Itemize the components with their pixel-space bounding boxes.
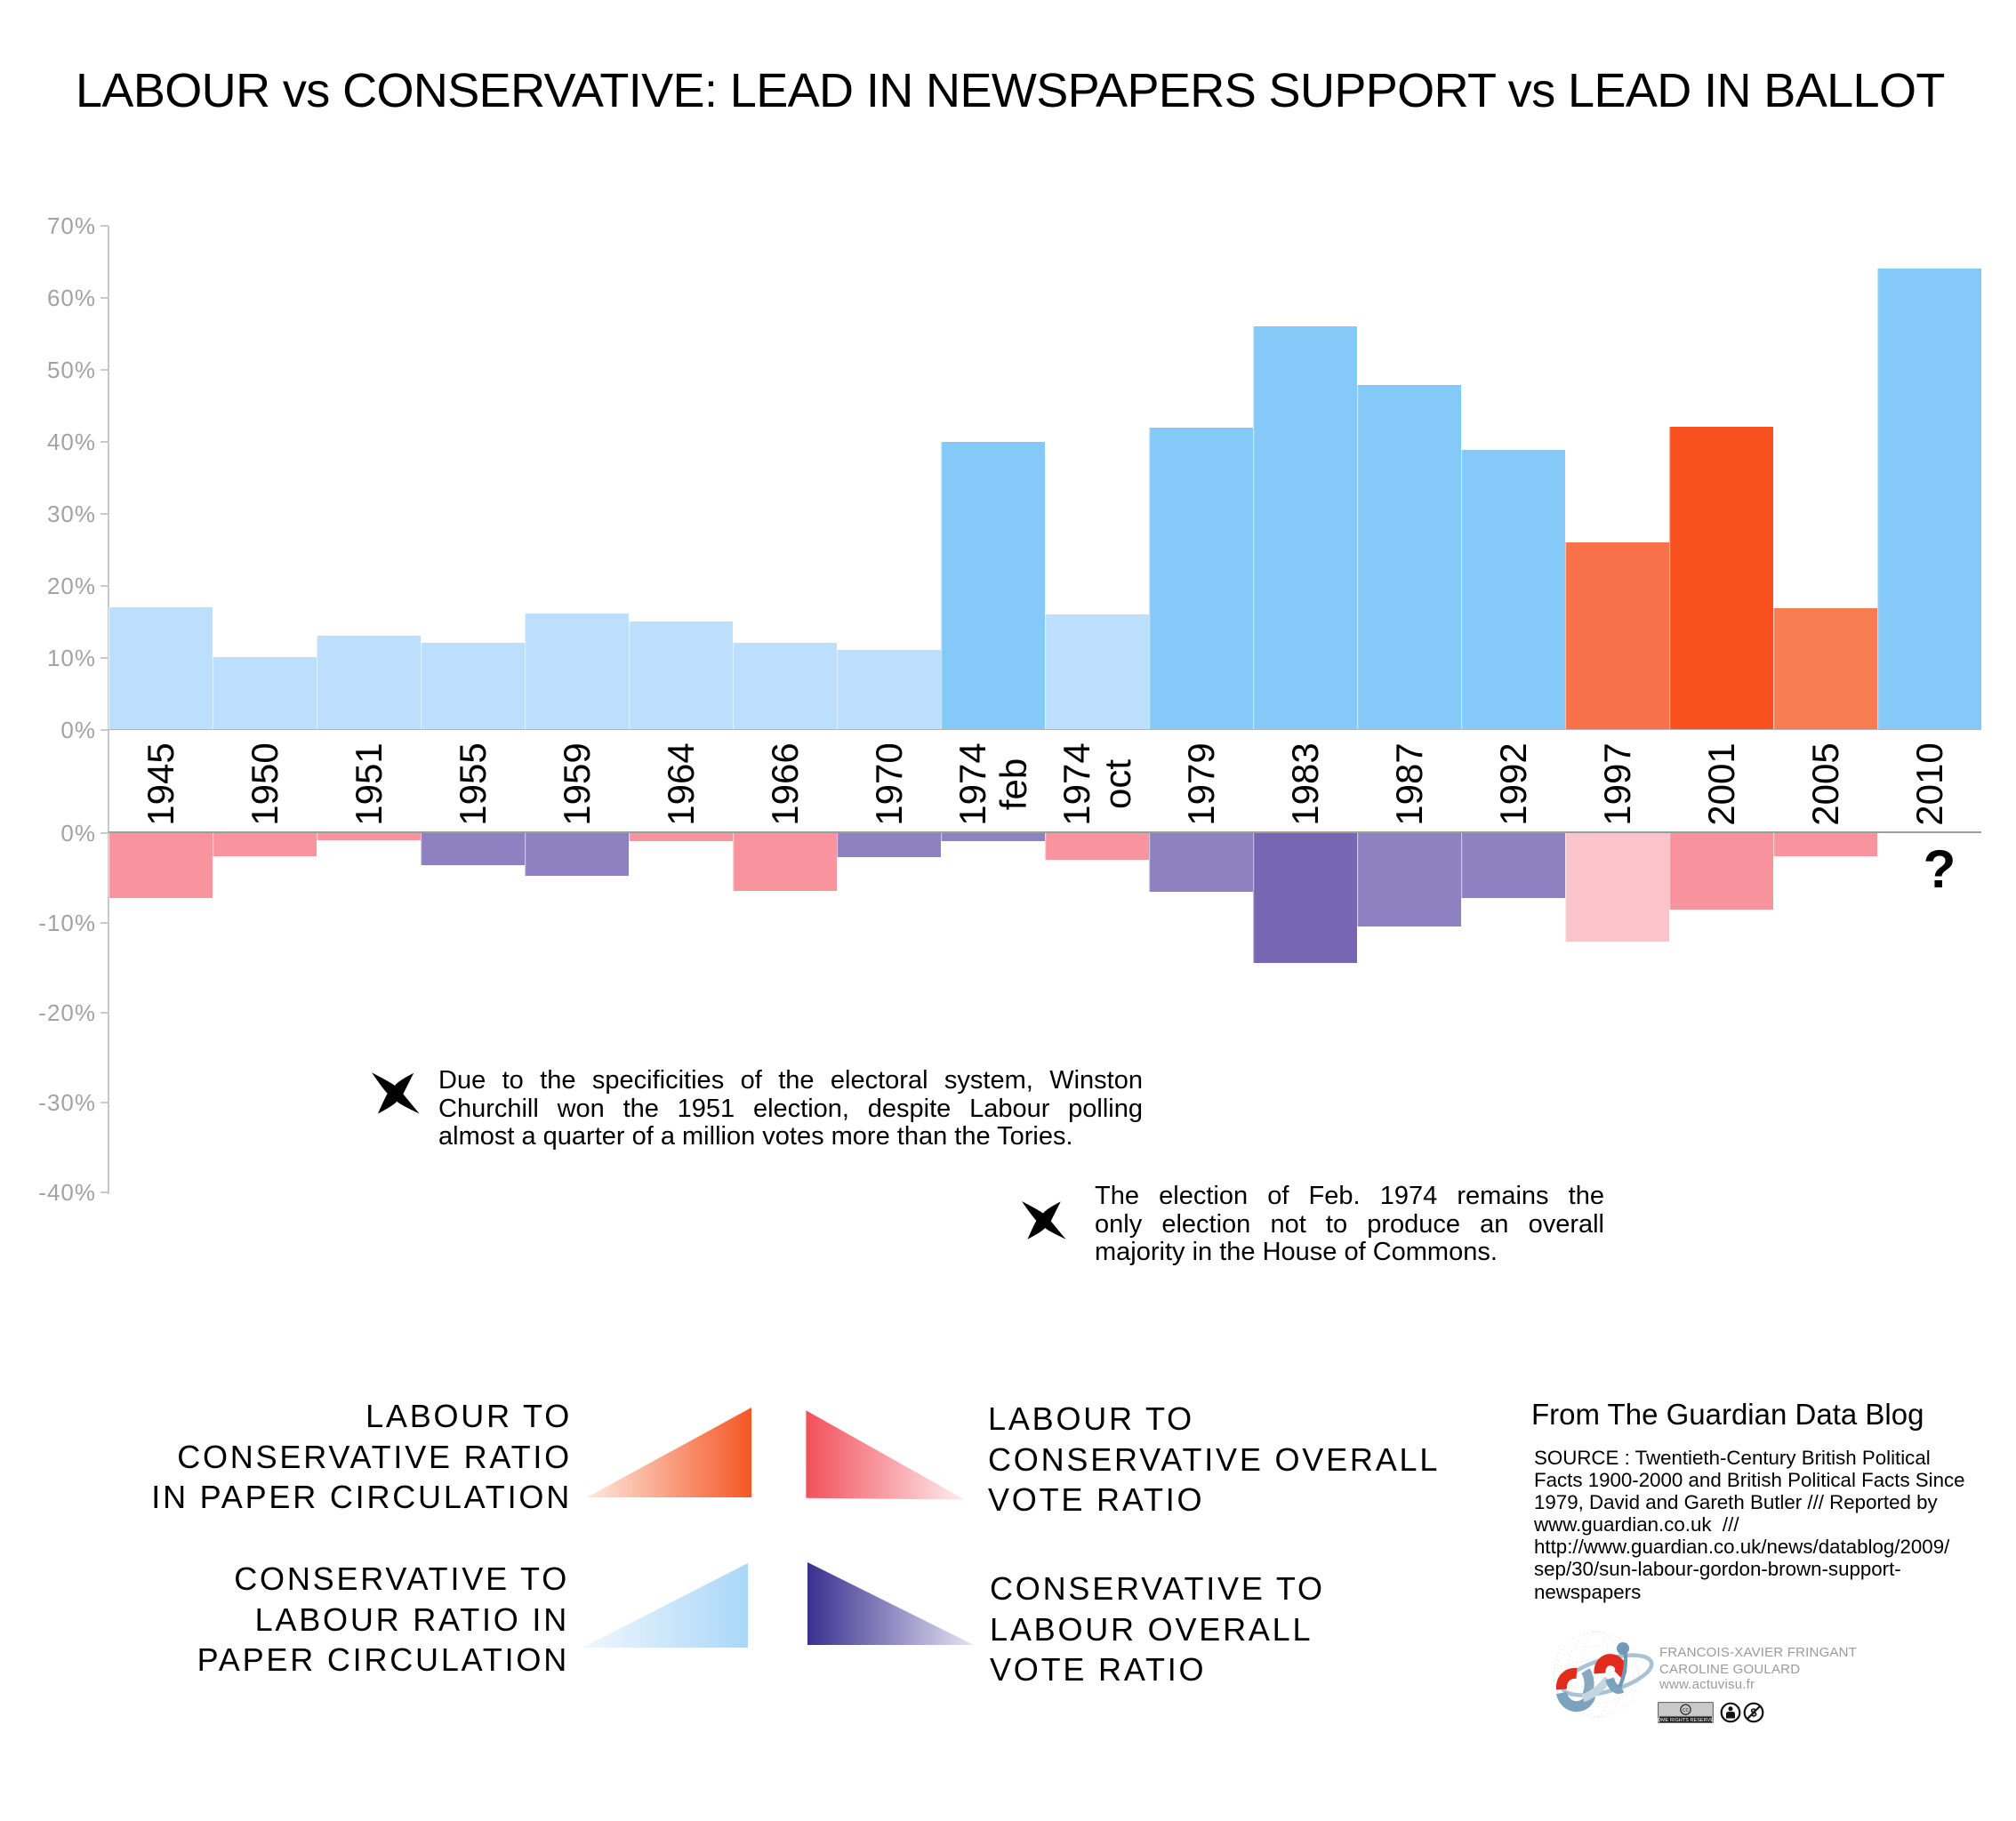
svg-text:SOME RIGHTS RESERVED: SOME RIGHTS RESERVED [1658, 1718, 1717, 1723]
svg-text:cc: cc [1683, 1707, 1690, 1713]
